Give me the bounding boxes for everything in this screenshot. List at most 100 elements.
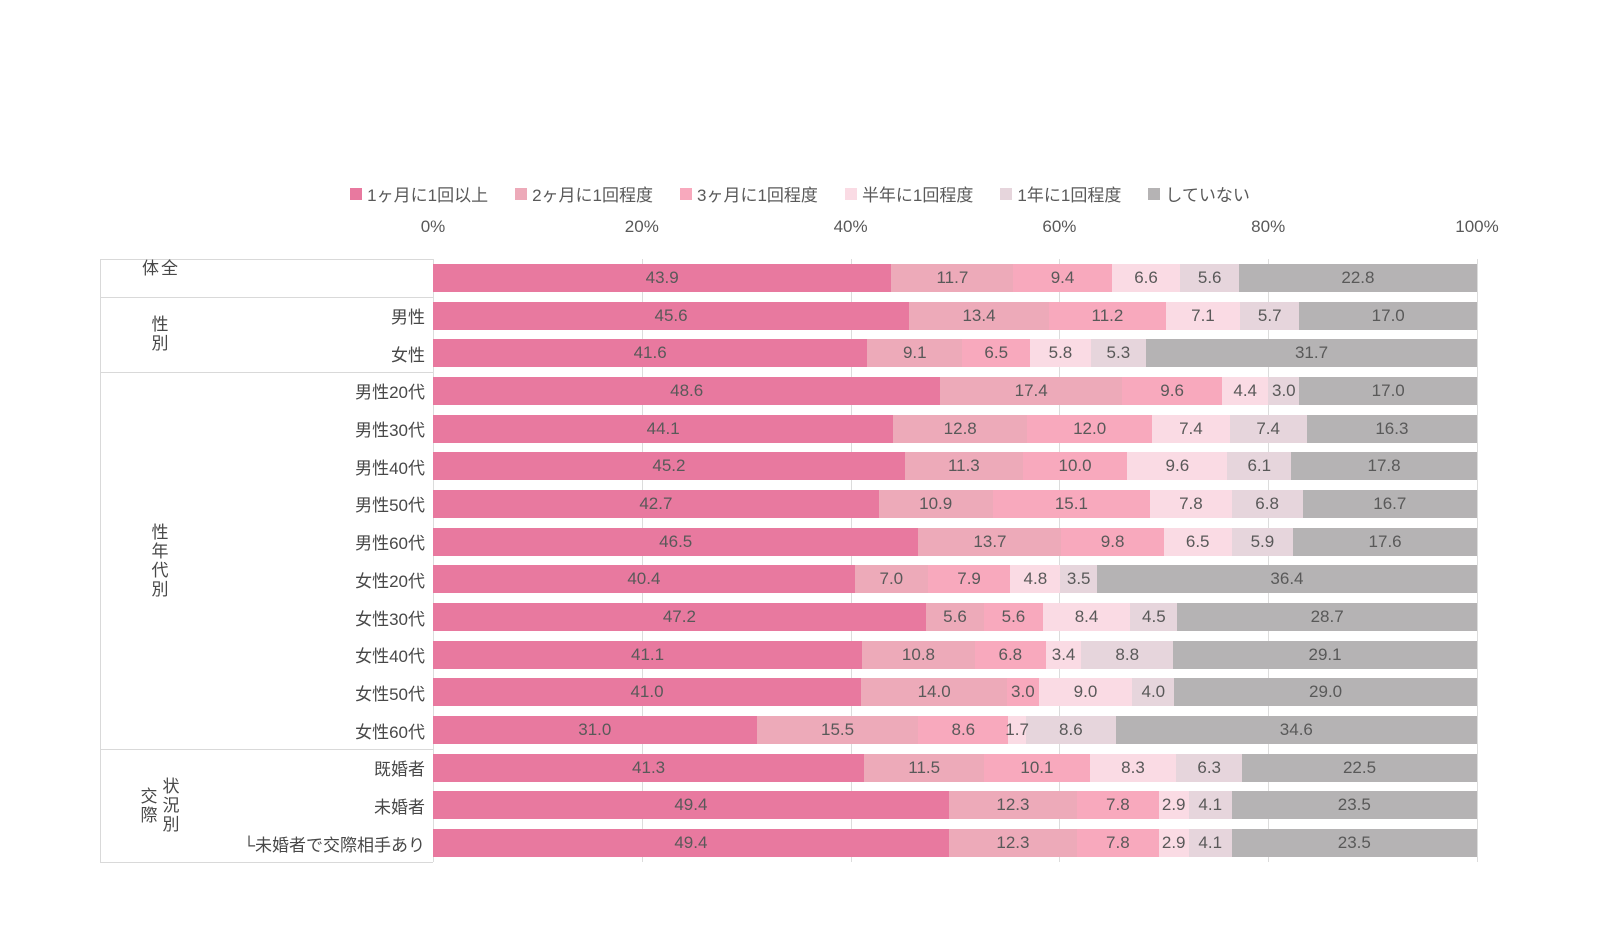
segment-value-label: 49.4 xyxy=(674,795,708,815)
bar-segment: 3.4 xyxy=(1045,640,1082,669)
bar-row: 49.4 12.3 7.8 2.9 4.1 23.5 xyxy=(433,829,1477,858)
legend-label: 3ヶ月に1回程度 xyxy=(697,186,818,205)
grid-line xyxy=(641,259,643,863)
segment-value-label: 22.5 xyxy=(1342,757,1377,777)
bar-segment: 48.6 xyxy=(433,376,941,405)
bar-segment: 4.8 xyxy=(1010,565,1061,594)
table-bottom-border xyxy=(100,862,433,864)
segment-value-label: 1.7 xyxy=(1005,720,1029,740)
segment-value-label: 9.1 xyxy=(902,343,927,363)
row-label: 男性60代 xyxy=(355,534,425,554)
x-axis-tick-label: 60% xyxy=(1042,217,1077,236)
bar-segment: 13.7 xyxy=(918,527,1062,556)
bar-segment: 16.7 xyxy=(1302,489,1477,518)
group-label-text: 性年代別 xyxy=(148,522,168,599)
bar-segment: 17.8 xyxy=(1291,452,1477,481)
x-axis-tick-label: 40% xyxy=(833,217,868,236)
segment-value-label: 41.1 xyxy=(630,644,665,664)
bar-segment: 9.4 xyxy=(1013,263,1112,292)
group-label: 全体 xyxy=(108,259,208,297)
table-row: 女性 41.6 9.1 6.5 5.8 5.3 31.7 xyxy=(100,334,1477,372)
segment-value-label: 7.4 xyxy=(1179,418,1203,438)
bar-segment: 10.1 xyxy=(984,753,1090,782)
segment-value-label: 9.8 xyxy=(1100,531,1125,551)
group-separator-line xyxy=(100,372,433,374)
row-label: 女性60代 xyxy=(355,722,425,742)
segment-value-label: 12.3 xyxy=(996,833,1030,853)
segment-value-label: 22.8 xyxy=(1341,267,1375,287)
row-label: 男性40代 xyxy=(355,458,425,478)
bar-segment: 44.1 xyxy=(433,414,894,443)
bar-row: 43.9 11.7 9.4 6.6 5.6 22.8 xyxy=(433,263,1477,292)
segment-value-label: 6.6 xyxy=(1134,267,1158,287)
bar-segment: 10.9 xyxy=(878,489,993,518)
bar-segment: 41.1 xyxy=(433,640,863,669)
bar-segment: 4.5 xyxy=(1130,603,1178,632)
group-label-text: 性別 xyxy=(148,315,168,354)
bar-segment: 4.1 xyxy=(1188,829,1232,858)
bar-segment: 9.1 xyxy=(867,339,963,368)
segment-value-label: 6.8 xyxy=(1255,493,1279,513)
grid-line xyxy=(433,259,434,863)
segment-value-label: 45.6 xyxy=(654,305,688,325)
segment-value-label: 5.6 xyxy=(1197,267,1222,287)
grid-line xyxy=(1268,259,1270,863)
bar-segment: 14.0 xyxy=(861,678,1008,707)
bar-segment: 34.6 xyxy=(1115,716,1477,745)
row-label: 男性30代 xyxy=(355,421,425,441)
bar-segment: 15.1 xyxy=(992,489,1151,518)
segment-value-label: 5.7 xyxy=(1257,305,1282,325)
segment-value-label: 2.9 xyxy=(1161,795,1186,815)
segment-value-label: 6.5 xyxy=(984,343,1009,363)
bar-segment: 4.4 xyxy=(1222,376,1269,405)
grid-line xyxy=(850,259,852,863)
bar-segment: 1.7 xyxy=(1005,716,1029,745)
row-label: 男性20代 xyxy=(355,383,425,403)
segment-value-label: 9.0 xyxy=(1073,682,1098,702)
segment-value-label: 6.5 xyxy=(1185,531,1210,551)
bar-segment: 6.6 xyxy=(1111,263,1181,292)
legend-swatch-icon xyxy=(1148,187,1161,200)
bar-segment: 2.9 xyxy=(1158,829,1189,858)
segment-value-label: 7.4 xyxy=(1256,418,1280,438)
group-separator-line xyxy=(100,749,433,751)
legend-item: 2ヶ月に1回程度 xyxy=(515,181,653,206)
bar-segment: 12.3 xyxy=(948,791,1078,820)
grid-line xyxy=(1477,259,1478,863)
group-label: 性年代別 xyxy=(108,372,208,749)
row-label: └未婚者で交際相手あり xyxy=(242,835,425,855)
segment-value-label: 34.6 xyxy=(1279,720,1313,740)
bar-segment: 17.0 xyxy=(1299,301,1477,330)
table-row: 男性50代 42.7 10.9 15.1 7.8 6.8 16.7 xyxy=(100,485,1477,523)
segment-value-label: 6.1 xyxy=(1247,456,1272,476)
segment-value-label: 12.0 xyxy=(1073,418,1107,438)
segment-value-label: 6.3 xyxy=(1197,757,1221,777)
segment-value-label: 13.7 xyxy=(973,531,1007,551)
bar-segment: 40.4 xyxy=(433,565,855,594)
chart-legend: 1ヶ月に1回以上 2ヶ月に1回程度 3ヶ月に1回程度 半年に1回程度 1年に1回程度 して… xyxy=(0,181,1600,206)
bar-segment: 7.8 xyxy=(1150,489,1232,518)
row-label: 既婚者 xyxy=(374,760,425,780)
bar-segment: 8.6 xyxy=(1025,716,1116,745)
bar-segment: 8.8 xyxy=(1081,640,1174,669)
segment-value-label: 14.0 xyxy=(917,682,951,702)
bar-segment: 45.6 xyxy=(433,301,910,330)
bar-segment: 6.1 xyxy=(1227,452,1292,481)
segment-value-label: 6.8 xyxy=(998,644,1023,664)
table-row: 男性60代 46.5 13.7 9.8 6.5 5.9 17.6 xyxy=(100,523,1477,561)
legend-item: 半年に1回程度 xyxy=(844,181,973,206)
segment-value-label: 41.0 xyxy=(630,682,664,702)
bar-segment: 5.6 xyxy=(984,603,1043,632)
row-label: 女性30代 xyxy=(355,609,425,629)
bar-segment: 2.9 xyxy=(1158,791,1189,820)
segment-value-label: 15.1 xyxy=(1054,493,1088,513)
legend-item: 3ヶ月に1回程度 xyxy=(680,181,818,206)
segment-value-label: 42.7 xyxy=(639,493,673,513)
x-axis-tick-label: 100% xyxy=(1455,217,1499,236)
group-label: 交際 状況別 xyxy=(108,749,208,862)
bar-segment: 12.8 xyxy=(893,414,1028,443)
segment-value-label: 12.8 xyxy=(943,418,977,438)
bar-segment: 13.4 xyxy=(909,301,1049,330)
segment-value-label: 10.0 xyxy=(1058,456,1092,476)
segment-value-label: 28.7 xyxy=(1310,607,1344,627)
